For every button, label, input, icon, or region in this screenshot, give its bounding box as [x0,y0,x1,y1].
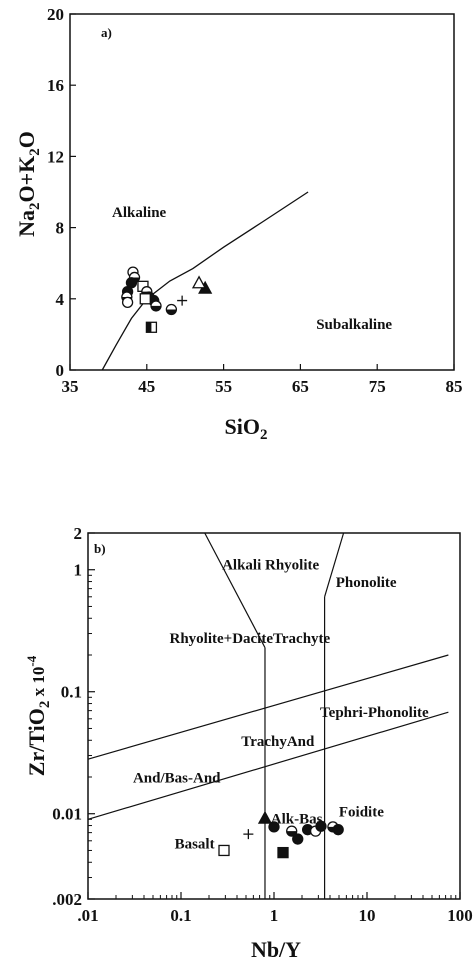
panel-b-field-labels: Alkali Rhyolite Phonolite Rhyolite+DaciteT… [133,558,429,853]
field-label: Alk-Bas [271,812,323,828]
y-tick-label: 0.1 [61,683,82,702]
data-point-circle-filled [332,824,344,836]
x-tick-label: 85 [446,377,463,396]
field-boundary-line [87,711,449,820]
data-point-square-open [218,844,230,857]
field-label: TrachyAnd [241,734,315,750]
data-point-half-fill [146,322,152,333]
y-tick-label: 8 [56,219,65,238]
x-tick-label: 55 [215,377,232,396]
panel-b-boundaries [87,532,449,899]
x-tick-label: 100 [447,906,473,925]
panel-a-xlabel: SiO2 [225,414,268,443]
y-tick-label: 0 [56,361,65,380]
data-point-half-fill [151,305,162,311]
data-point-circle-filled [292,833,304,845]
data-point-half-fill [166,309,177,315]
panel-a-xticks: 35 45 55 65 75 85 [62,364,463,396]
panel-b-xticks: .01 0.1 1 10 100 [77,892,473,925]
field-label: Basalt [175,836,215,852]
data-point-plus [177,295,188,306]
field-label: Alkali Rhyolite [222,558,319,574]
alkaline-subalkaline-boundary [101,191,309,371]
y-tick-label: 2 [74,524,83,543]
y-tick-label: .002 [52,890,82,909]
panel-b-xlabel: Nb/Y [251,937,301,962]
x-tick-label: 10 [359,906,376,925]
x-tick-label: 35 [62,377,79,396]
data-point-plus [243,829,254,840]
data-point-square-open [139,293,151,305]
x-tick-label: 75 [369,377,386,396]
field-label: Foidite [339,804,384,820]
panel-a-field-labels: Alkaline Subalkaline [112,205,392,333]
x-tick-label: 45 [138,377,155,396]
panel-a-label: a) [101,25,112,40]
panel-b-points [218,810,344,859]
y-tick-label: 4 [56,290,65,309]
y-tick-label: 20 [47,5,64,24]
data-point-circle-filled [268,821,280,833]
panel-a: a) 35 45 55 65 75 85 0 4 8 12 16 20 Alkaline Subalk… [14,5,463,443]
y-tick-label: 1 [74,561,83,580]
field-label: Subalkaline [316,317,392,333]
panel-a-boundary [101,191,309,371]
x-tick-label: 1 [270,906,279,925]
data-point-triangle-filled [257,810,273,824]
field-label: Tephri-Phonolite [320,705,429,721]
data-point-circle-open [121,296,134,309]
panel-a-frame [69,13,455,371]
x-tick-label: .01 [77,906,98,925]
panel-b-label: b) [94,541,106,556]
data-point-circle-filled [315,820,327,832]
y-tick-label: 12 [47,147,64,166]
x-tick-label: 0.1 [170,906,191,925]
panel-b-yticks: .002 0.01 0.1 1 2 [52,524,95,909]
field-boundary-line [204,532,266,648]
panel-b-ylabel: Zr/TiO2 x 10-4 [24,655,53,776]
panel-a-points [121,266,213,333]
field-boundary-line [87,654,449,760]
field-label: Alkaline [112,205,167,221]
panel-b: b) .01 0.1 1 10 100 .002 0.01 0.1 1 2 Alkali Rhy… [24,524,473,962]
panel-a-ylabel: Na2O+K2O [14,131,43,237]
x-tick-label: 65 [292,377,309,396]
y-tick-label: 0.01 [52,805,82,824]
field-label: Phonolite [336,575,397,591]
field-label: Rhyolite+DaciteTrachyte [169,631,330,647]
data-point-square-filled [277,846,289,859]
field-boundary-line [324,532,345,597]
panel-a-yticks: 0 4 8 12 16 20 [47,5,76,380]
data-point-triangle-open [191,275,207,289]
y-tick-label: 16 [47,76,64,95]
field-label: And/Bas-And [133,771,221,787]
